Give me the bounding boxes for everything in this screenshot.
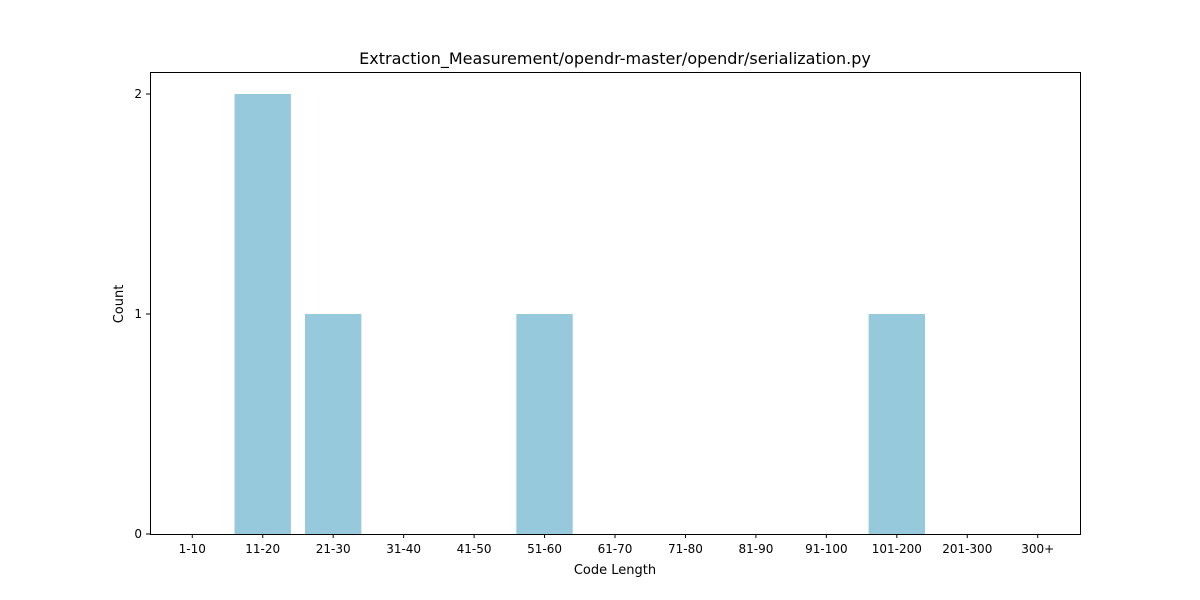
bar-21-30 (305, 314, 362, 534)
x-tick-label: 300+ (1021, 542, 1054, 556)
y-tick-label: 0 (134, 527, 142, 541)
x-tick-label: 11-20 (245, 542, 280, 556)
x-axis-label: Code Length (574, 563, 656, 578)
y-tick-label: 1 (134, 307, 142, 321)
bar-51-60 (516, 314, 573, 534)
bar-11-20 (234, 94, 291, 534)
x-tick-label: 71-80 (668, 542, 703, 556)
x-tick-label: 51-60 (527, 542, 562, 556)
bar-101-200 (868, 314, 925, 534)
x-tick-label: 41-50 (457, 542, 492, 556)
y-tick-label: 2 (134, 87, 142, 101)
y-axis-label: Count (112, 285, 127, 324)
x-tick-label: 21-30 (316, 542, 351, 556)
x-tick-label: 101-200 (872, 542, 922, 556)
x-tick-label: 1-10 (179, 542, 206, 556)
x-tick-label: 31-40 (386, 542, 421, 556)
x-tick-label: 81-90 (738, 542, 773, 556)
x-tick-label: 201-300 (942, 542, 992, 556)
chart-title: Extraction_Measurement/opendr-master/ope… (359, 49, 871, 69)
x-tick-label: 61-70 (598, 542, 633, 556)
x-tick-label: 91-100 (805, 542, 848, 556)
y-axis: 0 1 2 (134, 87, 150, 541)
bars-group (234, 94, 925, 534)
x-axis: 1-10 11-20 21-30 31-40 41-50 51-60 61-70 71-80 8… (179, 534, 1054, 556)
